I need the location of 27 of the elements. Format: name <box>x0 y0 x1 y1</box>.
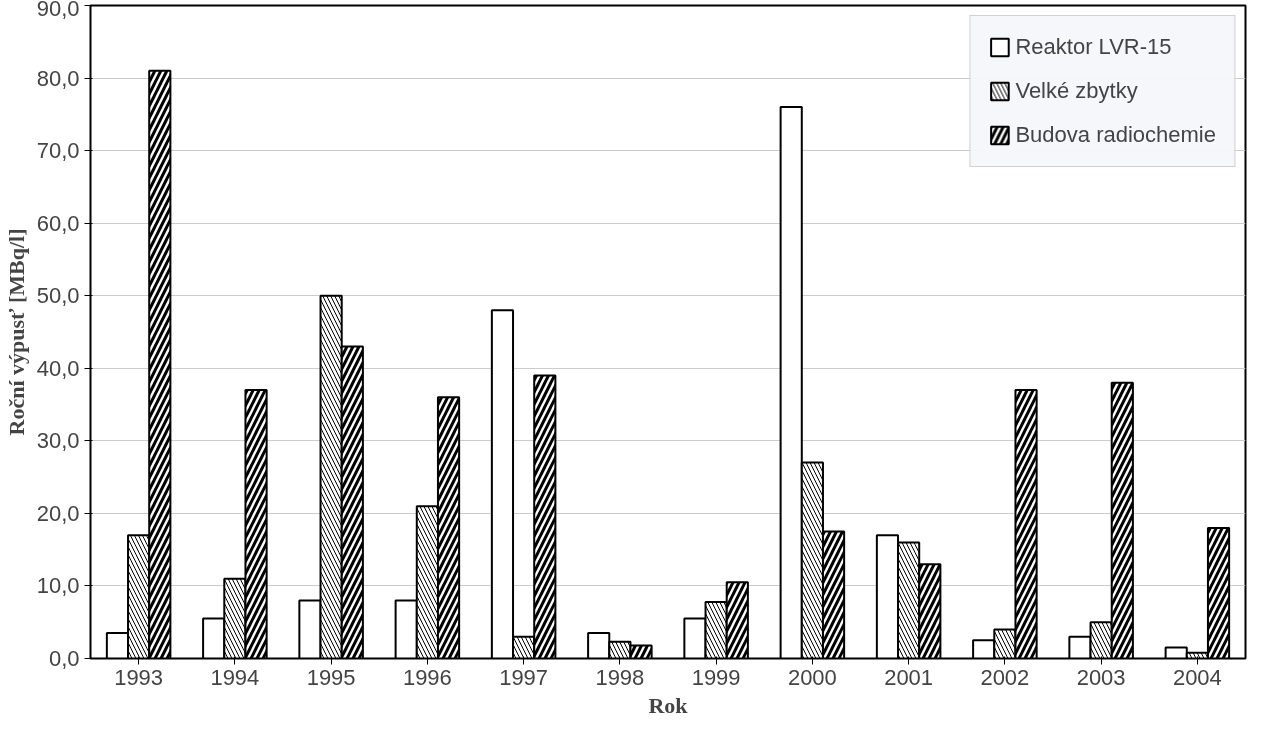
legend-label: Budova radiochemie <box>1015 122 1216 148</box>
x-tick-label: 2003 <box>1076 664 1126 690</box>
y-axis-title: Roční výpusť [MBq/l] <box>3 228 29 436</box>
x-tick-label: 1999 <box>691 664 741 690</box>
x-tick-label: 2001 <box>884 664 934 690</box>
x-tick-label: 1993 <box>114 664 164 690</box>
x-tick-label: 2004 <box>1172 664 1222 690</box>
y-tick-label: 0,0 <box>48 646 80 671</box>
y-tick-label: 70,0 <box>36 138 80 164</box>
x-tick-label: 1998 <box>595 664 645 690</box>
y-tick-label: 50,0 <box>36 283 80 309</box>
y-tick-label: 10,0 <box>36 573 80 599</box>
x-axis-title: Rok <box>648 692 689 718</box>
x-tick-label: 2002 <box>980 664 1030 690</box>
y-tick-label: 90,0 <box>36 0 80 21</box>
legend-label: Reaktor LVR-15 <box>1015 34 1172 60</box>
x-tick-label: 2000 <box>787 664 837 690</box>
y-tick-label: 60,0 <box>36 210 80 236</box>
x-tick-label: 1995 <box>306 664 356 690</box>
y-tick-label: 80,0 <box>36 65 80 91</box>
y-tick-label: 40,0 <box>36 355 80 381</box>
legend-label: Velké zbytky <box>1015 78 1138 104</box>
x-tick-label: 1994 <box>210 664 260 690</box>
x-tick-label: 1997 <box>499 664 549 690</box>
x-tick-label: 1996 <box>402 664 452 690</box>
y-tick-label: 30,0 <box>36 428 80 454</box>
y-tick-label: 20,0 <box>36 500 80 526</box>
